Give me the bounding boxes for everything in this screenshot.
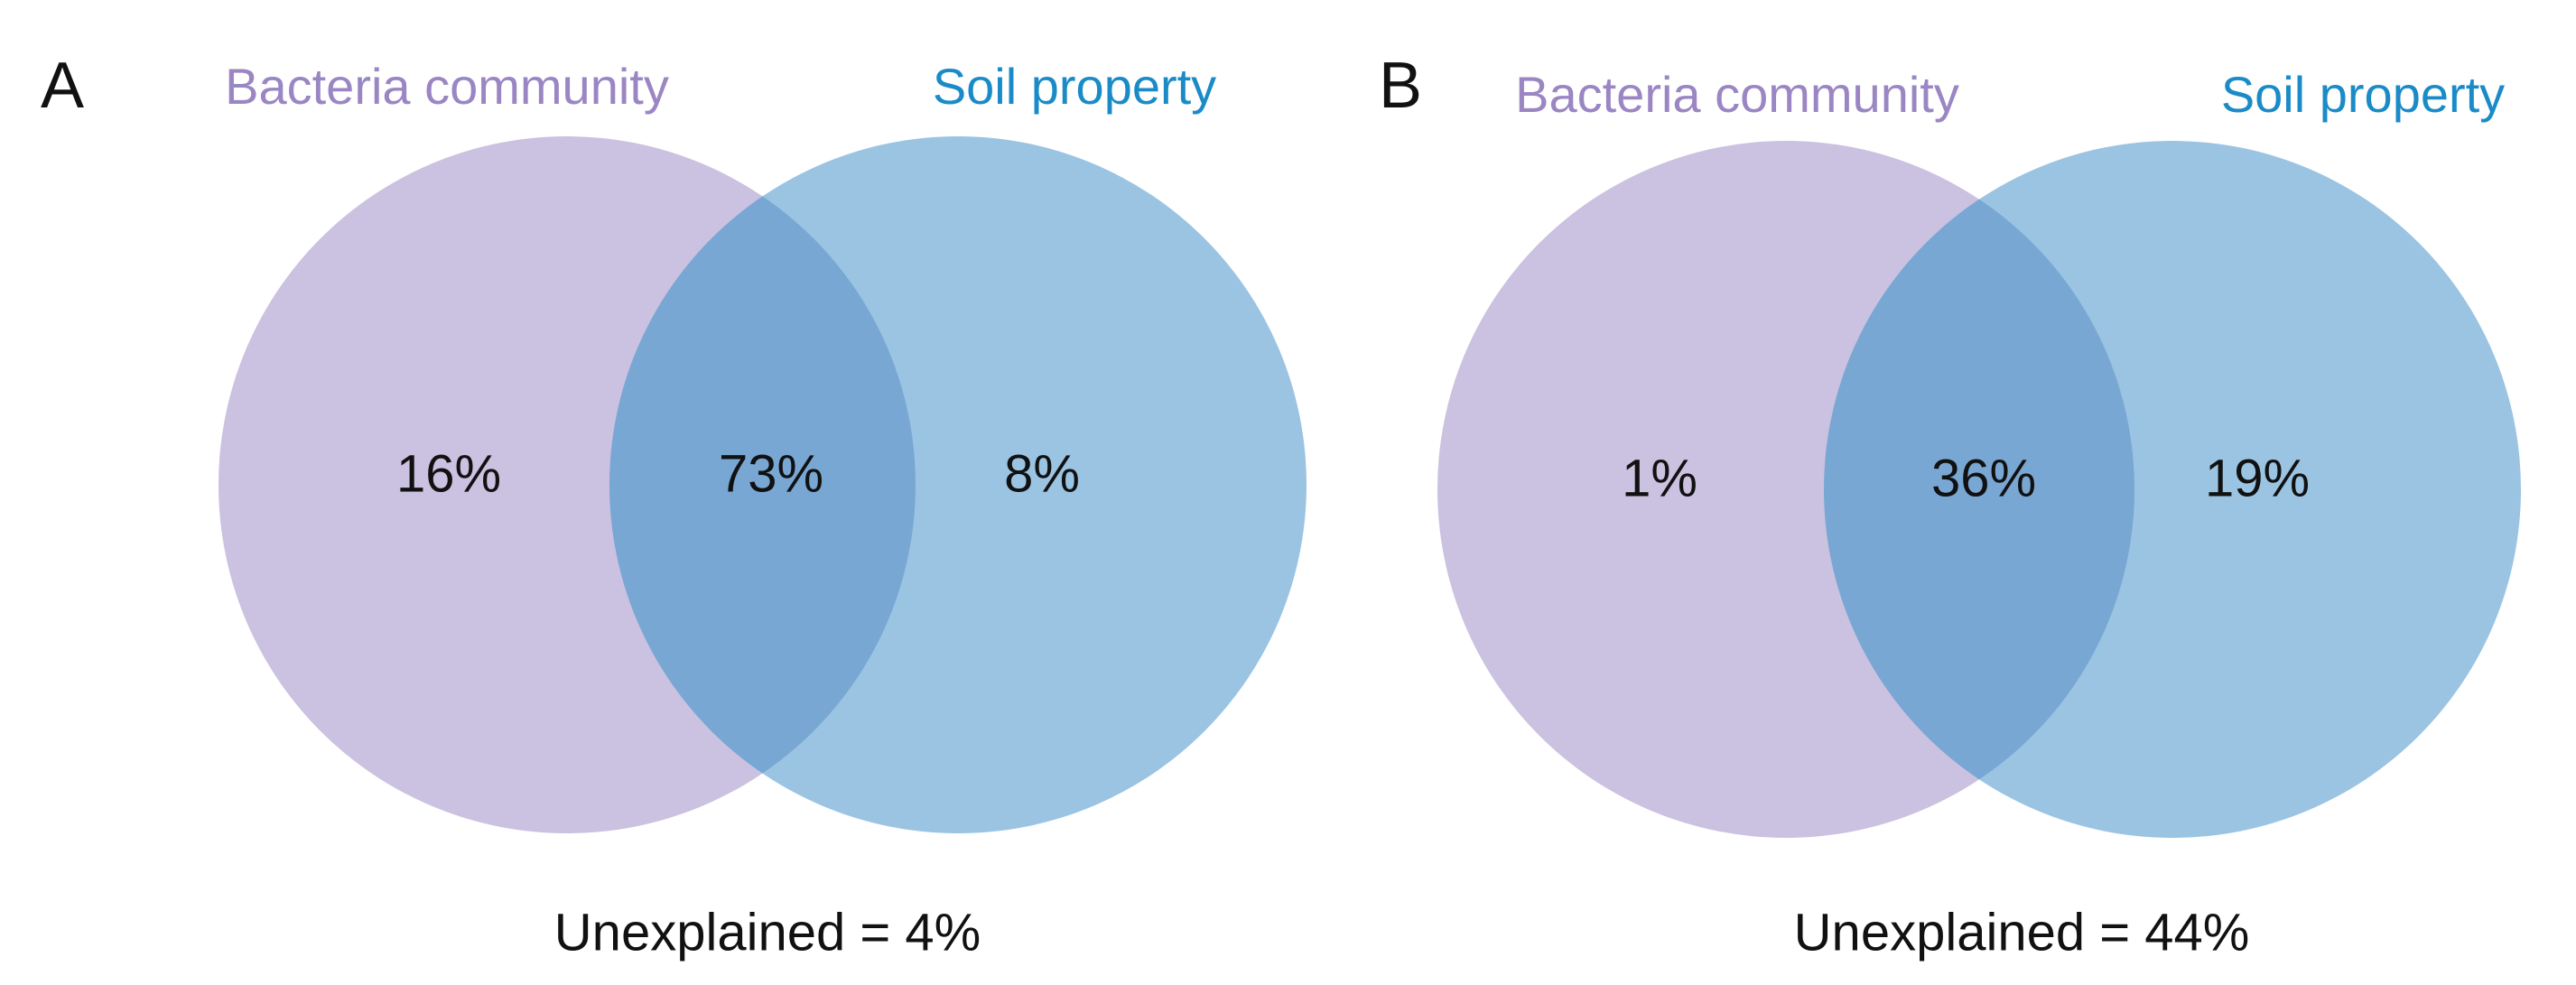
overlap bbox=[1824, 141, 2134, 838]
overlap bbox=[609, 136, 916, 833]
region-value: 19% bbox=[2205, 449, 2310, 507]
set-name: Soil property bbox=[2221, 66, 2505, 123]
region-value: 73% bbox=[719, 444, 823, 503]
unexplained: Unexplained = 44% bbox=[1794, 903, 2250, 962]
region-value: 1% bbox=[1622, 449, 1697, 507]
set-name: Bacteria community bbox=[225, 58, 669, 115]
region-value: 16% bbox=[396, 444, 501, 503]
panel-label: B bbox=[1379, 50, 1422, 122]
unexplained: Unexplained = 4% bbox=[554, 903, 981, 962]
region-value: 36% bbox=[1931, 449, 2036, 507]
set-name: Soil property bbox=[933, 58, 1216, 115]
set-name: Bacteria community bbox=[1515, 66, 1959, 123]
region-value: 8% bbox=[1004, 444, 1080, 503]
panel-label: A bbox=[41, 50, 84, 122]
